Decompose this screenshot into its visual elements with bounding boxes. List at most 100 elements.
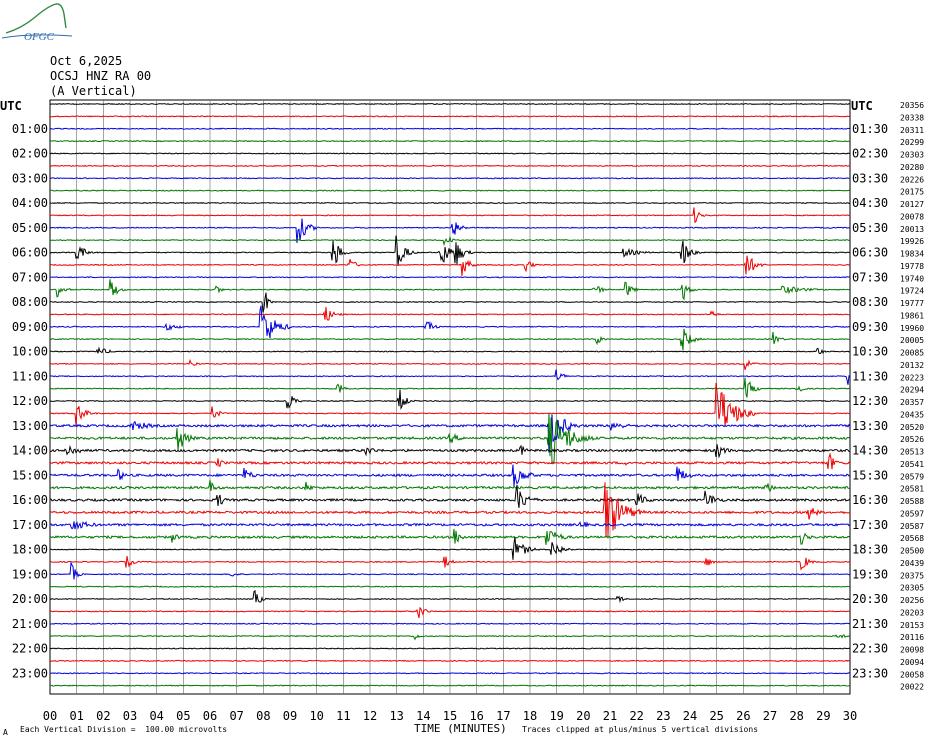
x-tick-label: 09: [283, 709, 297, 723]
trace-offset-label: 19724: [900, 287, 924, 296]
right-halfhour-label: 15:30: [852, 468, 888, 482]
trace-offset-label: 19740: [900, 274, 924, 283]
right-halfhour-label: 03:30: [852, 171, 888, 185]
x-tick-label: 15: [443, 709, 457, 723]
x-tick-label: 18: [523, 709, 537, 723]
trace-offset-label: 19834: [900, 250, 924, 259]
trace-offset-label: 20127: [900, 200, 924, 209]
trace-offset-label: 20058: [900, 670, 924, 679]
x-tick-label: 07: [229, 709, 243, 723]
left-hour-label: 05:00: [12, 221, 48, 235]
left-hour-label: 01:00: [12, 122, 48, 136]
trace-offset-label: 20375: [900, 571, 924, 580]
trace-offset-label: 20435: [900, 410, 924, 419]
seismic-trace: [49, 177, 851, 180]
x-tick-label: 28: [789, 709, 803, 723]
right-axis-title: UTC: [851, 99, 873, 113]
trace-offset-label: 20299: [900, 138, 924, 147]
x-tick-label: 10: [309, 709, 323, 723]
right-halfhour-label: 18:30: [852, 543, 888, 557]
left-hour-label: 02:00: [12, 147, 48, 161]
x-tick-label: 04: [149, 709, 163, 723]
x-tick-label: 30: [843, 709, 857, 723]
seismic-trace: [49, 382, 851, 427]
right-halfhour-label: 16:30: [852, 493, 888, 507]
left-hour-label: 22:00: [12, 642, 48, 656]
seismic-trace: [49, 520, 851, 530]
trace-offset-label: 20305: [900, 584, 924, 593]
right-halfhour-label: 23:30: [852, 666, 888, 680]
seismic-trace: [49, 189, 851, 192]
trace-offset-label: 20311: [900, 126, 924, 135]
trace-offset-label: 20098: [900, 646, 924, 655]
trace-offset-label: 20013: [900, 225, 924, 234]
right-halfhour-label: 14:30: [852, 444, 888, 458]
x-tick-label: 00: [43, 709, 57, 723]
seismic-trace: [49, 306, 851, 321]
x-tick-label: 20: [576, 709, 590, 723]
seismic-trace: [49, 606, 851, 619]
right-halfhour-label: 21:30: [852, 617, 888, 631]
trace-offset-label: 20153: [900, 621, 924, 630]
left-hour-label: 06:00: [12, 246, 48, 260]
left-hour-label: 11:00: [12, 369, 48, 383]
seismic-trace: [49, 589, 851, 604]
seismic-trace: [49, 413, 851, 465]
seismic-trace: [49, 482, 851, 538]
seismic-trace: [49, 235, 850, 247]
seismic-trace: [49, 164, 851, 167]
right-halfhour-label: 06:30: [852, 246, 888, 260]
trace-offset-label: 20356: [900, 101, 924, 110]
left-axis-title: UTC: [0, 99, 22, 113]
seismic-trace: [49, 672, 850, 675]
trace-offset-label: 20294: [900, 386, 924, 395]
x-tick-label: 13: [389, 709, 403, 723]
trace-offset-label: 19926: [900, 237, 924, 246]
trace-offset-label: 20078: [900, 212, 924, 221]
seismic-trace: [50, 560, 851, 580]
scale-note: Each Vertical Division = 100.00 microvol…: [20, 725, 228, 734]
corner-mark: A: [3, 728, 8, 737]
x-tick-label: 26: [736, 709, 750, 723]
clip-note: Traces clipped at plus/minus 5 vertical …: [522, 725, 759, 734]
station-code: OCSJ HNZ RA 00: [50, 69, 152, 83]
chart-date: Oct 6,2025: [50, 54, 123, 68]
seismic-trace: [49, 115, 851, 118]
left-hour-label: 15:00: [12, 468, 48, 482]
seismic-trace: [49, 358, 851, 370]
seismic-trace: [49, 479, 851, 493]
seismic-trace: [49, 305, 851, 339]
x-axis-title: TIME (MINUTES): [414, 722, 507, 735]
seismic-trace: [49, 414, 851, 453]
seismic-trace: [50, 292, 851, 313]
x-tick-label: 08: [256, 709, 270, 723]
x-tick-label: 12: [363, 709, 377, 723]
seismic-trace: [49, 201, 851, 205]
seismic-trace: [49, 634, 851, 641]
seismic-trace: [50, 207, 850, 224]
trace-offset-label: 20005: [900, 336, 924, 345]
left-hour-label: 10:00: [12, 345, 48, 359]
seismic-trace: [49, 102, 851, 106]
trace-offset-label: 20588: [900, 497, 924, 506]
x-tick-label: 06: [203, 709, 217, 723]
seismic-trace: [49, 127, 851, 130]
left-hour-label: 23:00: [12, 666, 48, 680]
trace-offset-label: 19861: [900, 311, 924, 320]
trace-offset-label: 19777: [900, 299, 924, 308]
x-tick-label: 29: [816, 709, 830, 723]
trace-offset-label: 20513: [900, 448, 924, 457]
left-hour-label: 13:00: [12, 419, 48, 433]
logo-text: OFGC: [24, 31, 55, 43]
left-hour-label: 03:00: [12, 171, 48, 185]
seismic-trace: [49, 255, 851, 276]
right-halfhour-label: 10:30: [852, 345, 888, 359]
left-hour-label: 21:00: [12, 617, 48, 631]
left-hour-label: 08:00: [12, 295, 48, 309]
seismic-trace: [49, 328, 851, 351]
x-tick-label: 11: [336, 709, 350, 723]
seismic-trace: [49, 464, 851, 487]
trace-offset-label: 20581: [900, 485, 924, 494]
trace-offset-label: 20541: [900, 460, 924, 469]
